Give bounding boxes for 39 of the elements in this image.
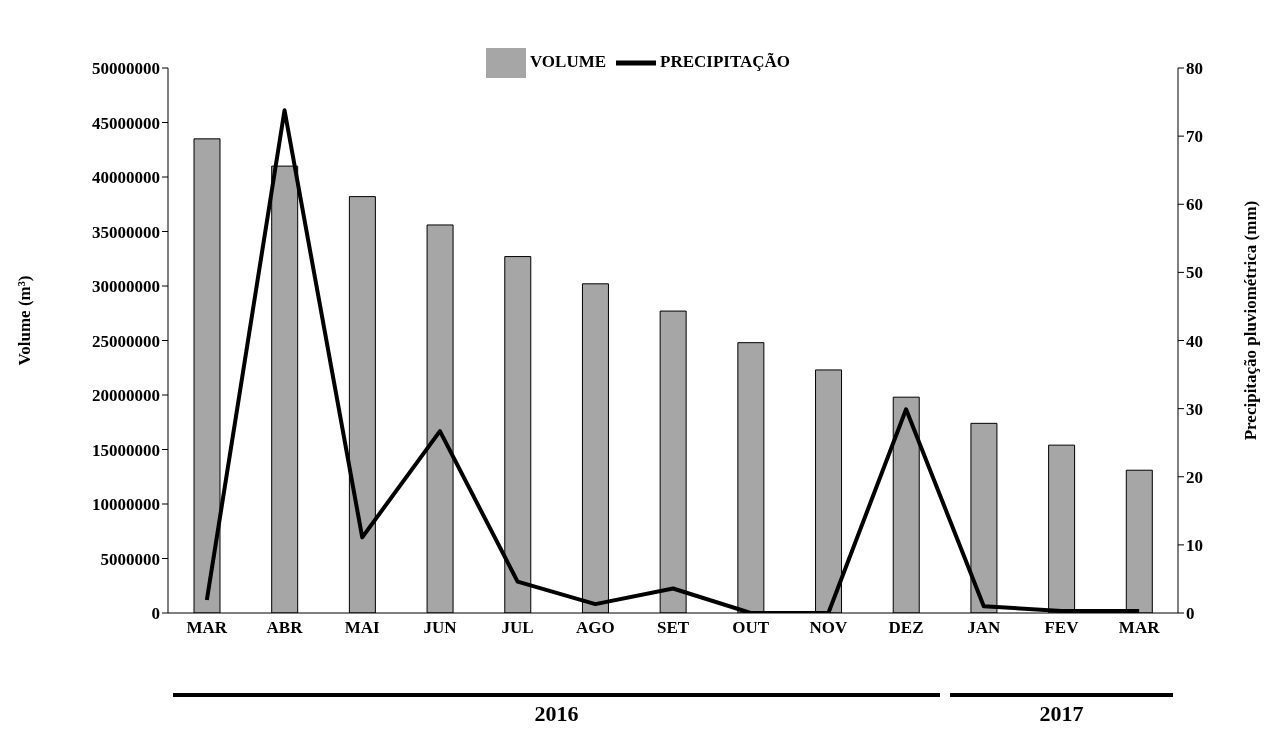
y-tick-label: 35000000 xyxy=(92,222,160,242)
y-tick-label: 45000000 xyxy=(92,113,160,133)
x-tick-label: FEV xyxy=(1044,618,1080,638)
x-tick-label: JUN xyxy=(423,618,458,638)
y2-tick-label: 30 xyxy=(1186,399,1203,419)
y2-tick-label: 10 xyxy=(1186,535,1203,555)
y-tick-label: 30000000 xyxy=(92,277,160,297)
y2-tick-label: 0 xyxy=(1186,604,1195,624)
y-tick-label: 10000000 xyxy=(92,495,160,515)
y2-axis-title: Precipitação pluviométrica (mm) xyxy=(1241,200,1260,441)
text: 2017 xyxy=(1038,701,1085,727)
x-tick-label: NOV xyxy=(809,618,848,638)
y-tick-label: 5000000 xyxy=(100,549,160,569)
y2-tick-label: 80 xyxy=(1186,59,1203,79)
x-tick-label: DEZ xyxy=(888,618,924,638)
y2-tick-label: 50 xyxy=(1186,263,1203,283)
legend-label: VOLUME xyxy=(529,51,607,71)
y-axis-title: Volume (m³) xyxy=(15,275,34,366)
x-tick-label: OUT xyxy=(732,618,770,638)
legend-label: PRECIPITAÇÃO xyxy=(660,51,791,71)
y2-tick-label: 60 xyxy=(1186,195,1203,215)
x-tick-label: JAN xyxy=(967,618,1002,638)
x-tick-label: MAR xyxy=(1118,618,1161,638)
y-tick-label: 40000000 xyxy=(92,168,160,188)
x-tick-label: AGO xyxy=(575,618,615,638)
x-tick-label: ABR xyxy=(266,618,304,638)
x-tick-label: MAR xyxy=(186,618,228,638)
y-tick-label: 15000000 xyxy=(92,440,160,460)
y2-tick-label: 70 xyxy=(1186,127,1203,147)
y-tick-label: 20000000 xyxy=(92,386,160,406)
y-tick-label: 25000000 xyxy=(92,331,160,351)
y-tick-label: 0 xyxy=(151,604,160,624)
text: 2016 xyxy=(533,701,580,727)
x-tick-label: SET xyxy=(656,618,690,638)
y2-tick-label: 40 xyxy=(1186,331,1203,351)
x-tick-label: MAI xyxy=(344,618,381,638)
y2-tick-label: 20 xyxy=(1186,467,1203,487)
y-tick-label: 50000000 xyxy=(92,59,160,79)
x-tick-label: JUL xyxy=(501,618,534,638)
